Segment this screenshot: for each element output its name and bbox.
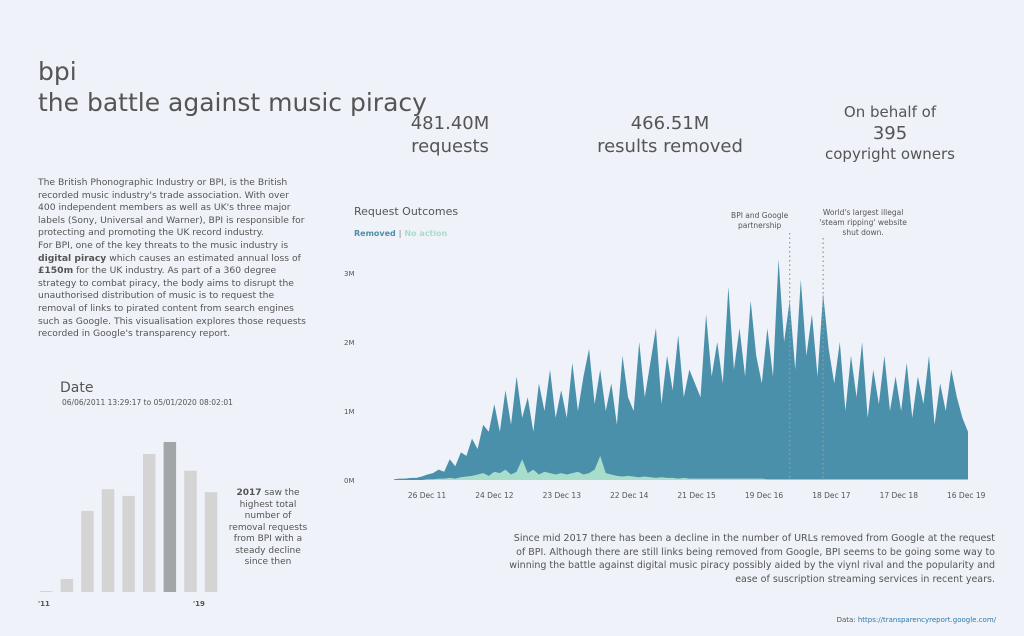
date-title: Date bbox=[60, 380, 94, 396]
x-tick-label: 23 Dec 13 bbox=[543, 491, 582, 500]
year-bar-2015[interactable] bbox=[122, 495, 135, 592]
x-tick-label: 26 Dec 11 bbox=[408, 491, 447, 500]
x-tick-label: 22 Dec 14 bbox=[610, 491, 649, 500]
text: for the UK industry. As part of a 360 de… bbox=[38, 265, 306, 340]
x-tick-label: 17 Dec 18 bbox=[880, 491, 919, 500]
y-tick-label: 1M bbox=[344, 408, 355, 416]
x-tick-label: 24 Dec 12 bbox=[475, 491, 514, 500]
bold-year: 2017 bbox=[236, 488, 262, 498]
intro-paragraph-2: For BPI, one of the key threats to the m… bbox=[38, 240, 308, 341]
source-link[interactable]: https://transparencyreport.google.com/ bbox=[857, 616, 996, 624]
x-tick-label: 19 Dec 16 bbox=[745, 491, 784, 500]
year-bar-2011[interactable] bbox=[40, 590, 53, 592]
x-tick-label: 21 Dec 15 bbox=[677, 491, 716, 500]
year-bar-2019[interactable] bbox=[204, 492, 218, 592]
kpi-copyright-owners: On behalf of 395 copyright owners bbox=[810, 102, 970, 165]
text: which causes an estimated annual loss of bbox=[106, 252, 301, 264]
kpi-value: 395 bbox=[872, 123, 908, 144]
x-tick-label: 16 Dec 19 bbox=[947, 491, 986, 500]
bar-annotation: 2017 saw the highest total number of rem… bbox=[228, 488, 308, 569]
title-line-1: bpi bbox=[38, 57, 77, 86]
source-label: Data: bbox=[836, 616, 858, 624]
y-tick-label: 2M bbox=[344, 339, 355, 347]
y-tick-label: 3M bbox=[344, 270, 355, 278]
text: For BPI, one of the key threats to the m… bbox=[38, 240, 289, 251]
kpi-label: copyright owners bbox=[825, 145, 955, 163]
kpi-requests: 481.40M requests bbox=[370, 112, 530, 158]
kpi-results-removed: 466.51M results removed bbox=[580, 112, 760, 158]
bold-text: £150m bbox=[38, 265, 74, 277]
kpi-value: 481.40M bbox=[410, 113, 490, 134]
year-bar-2013[interactable] bbox=[81, 510, 94, 592]
x-tick-label: 18 Dec 17 bbox=[812, 491, 851, 500]
area-chart-title: Request Outcomes bbox=[354, 205, 459, 218]
year-bar-2017[interactable] bbox=[163, 442, 177, 592]
year-bar-2014[interactable] bbox=[101, 489, 115, 592]
year-bar-2012[interactable] bbox=[60, 578, 74, 592]
date-range: 06/06/2011 13:29:17 to 05/01/2020 08:02:… bbox=[62, 398, 233, 407]
annotation-text: saw the highest total number of removal … bbox=[228, 488, 308, 567]
kpi-value: 466.51M bbox=[630, 113, 710, 134]
series-no-action[interactable] bbox=[394, 455, 968, 480]
kpi-prefix: On behalf of bbox=[843, 103, 937, 121]
year-bar-2018[interactable] bbox=[184, 470, 197, 592]
y-tick-label: 0M bbox=[344, 477, 355, 485]
page-title: bpi the battle against music piracy bbox=[38, 56, 427, 118]
series-removed[interactable] bbox=[394, 259, 968, 480]
year-bar-2016[interactable] bbox=[143, 454, 156, 592]
legend-no-action[interactable]: No action bbox=[404, 229, 448, 238]
title-line-2: the battle against music piracy bbox=[38, 88, 427, 117]
bold-text: digital piracy bbox=[38, 252, 107, 264]
kpi-label: results removed bbox=[597, 136, 743, 157]
legend: Removed | No action bbox=[354, 229, 448, 238]
kpi-label: requests bbox=[411, 136, 489, 157]
legend-removed[interactable]: Removed bbox=[354, 229, 396, 238]
tick-label-first: '11 bbox=[38, 600, 50, 608]
annotation-text: BPI and Google partnership bbox=[731, 211, 789, 230]
conclusion-text: Since mid 2017 there has been a decline … bbox=[509, 533, 995, 585]
request-outcomes-chart: 0M 1M 2M 3M 26 Dec 11 24 Dec 12 23 Dec 13 22 De… bbox=[344, 208, 986, 500]
tick-label-last: '19 bbox=[193, 600, 205, 608]
intro-paragraph-1: The British Phonographic Industry or BPI… bbox=[38, 177, 305, 239]
annotation-text: World's largest illegal'steam ripping' w… bbox=[819, 208, 907, 237]
yearly-bar-chart bbox=[40, 442, 218, 592]
data-source: Data: https://transparencyreport.google.… bbox=[837, 616, 996, 624]
